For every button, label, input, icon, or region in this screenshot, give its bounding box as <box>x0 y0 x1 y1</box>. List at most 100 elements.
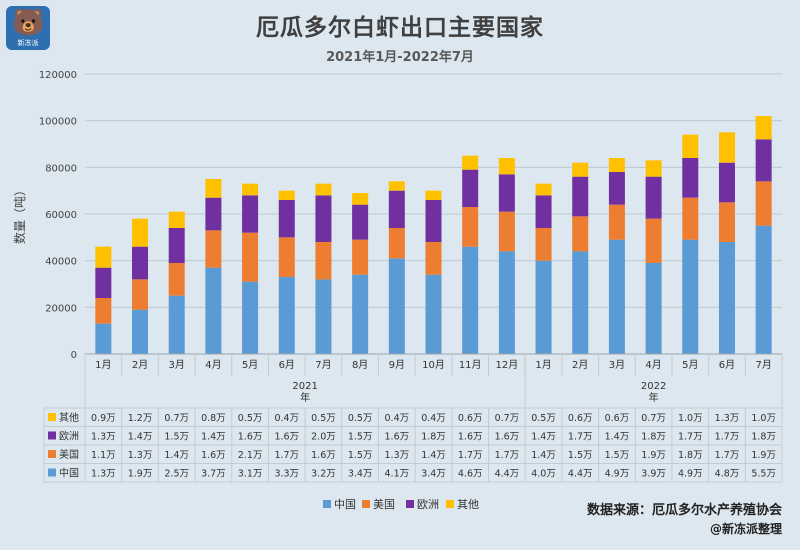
y-tick-label: 40000 <box>45 257 77 268</box>
x-tick-label: 7月 <box>315 359 331 371</box>
table-series-name: 欧洲 <box>59 431 79 443</box>
table-cell-value: 1.7万 <box>568 432 593 443</box>
bar-segment-欧洲 <box>572 176 589 217</box>
table-legend-key <box>48 431 56 440</box>
bar-segment-欧洲 <box>205 197 222 231</box>
x-tick-label: 11月 <box>459 359 482 371</box>
bar-segment-欧洲 <box>132 246 149 280</box>
bar-segment-其他 <box>718 132 735 163</box>
bar-segment-其他 <box>608 158 625 172</box>
table-cell-value: 1.4万 <box>605 432 630 443</box>
bar-segment-其他 <box>95 246 112 268</box>
x-tick-label: 6月 <box>719 359 735 371</box>
bar-segment-其他 <box>278 190 295 200</box>
table-cell-value: 1.5万 <box>348 450 373 461</box>
year-group-suffix: 年 <box>300 391 310 404</box>
bar-segment-欧洲 <box>755 139 772 182</box>
bar-segment-美国 <box>682 197 699 240</box>
bar-segment-美国 <box>718 202 735 242</box>
table-cell-value: 4.4万 <box>495 469 520 480</box>
bar-segment-中国 <box>682 239 699 354</box>
bar-segment-中国 <box>535 260 552 354</box>
table-cell-value: 1.0万 <box>678 413 703 424</box>
table-cell-value: 0.6万 <box>605 413 630 424</box>
bar-segment-其他 <box>388 181 405 191</box>
y-axis-label: 数量（吨） <box>12 184 27 244</box>
table-cell-value: 1.3万 <box>91 432 116 443</box>
bar-segment-中国 <box>572 251 589 354</box>
table-cell-value: 2.5万 <box>164 469 189 480</box>
bar-segment-中国 <box>388 258 405 354</box>
table-cell-value: 0.5万 <box>311 413 336 424</box>
table-cell-value: 1.4万 <box>164 450 189 461</box>
x-tick-label: 3月 <box>169 359 185 371</box>
bar-segment-美国 <box>315 242 332 280</box>
table-cell-value: 4.1万 <box>385 469 410 480</box>
x-tick-label: 2月 <box>572 359 588 371</box>
bar-segment-美国 <box>755 181 772 226</box>
table-cell-value: 3.1万 <box>238 469 263 480</box>
table-cell-value: 5.5万 <box>751 469 776 480</box>
table-cell-value: 0.7万 <box>164 413 189 424</box>
y-tick-label: 100000 <box>39 117 77 128</box>
table-cell-value: 0.4万 <box>385 413 410 424</box>
table-cell-value: 1.6万 <box>311 450 336 461</box>
table-cell-value: 4.0万 <box>531 469 556 480</box>
table-cell-value: 3.7万 <box>201 469 226 480</box>
x-tick-label: 6月 <box>279 359 295 371</box>
table-cell-value: 0.6万 <box>568 413 593 424</box>
bar-segment-欧洲 <box>242 195 259 233</box>
chart-title: 厄瓜多尔白虾出口主要国家 <box>256 15 544 41</box>
legend-swatch <box>406 500 414 508</box>
bar-segment-其他 <box>682 134 699 158</box>
legend-swatch <box>323 500 331 508</box>
bar-segment-其他 <box>498 158 515 175</box>
bar-segment-中国 <box>608 239 625 354</box>
table-cell-value: 1.3万 <box>715 413 740 424</box>
y-tick-label: 80000 <box>45 163 77 174</box>
x-tick-label: 1月 <box>95 359 111 371</box>
table-cell-value: 4.4万 <box>568 469 593 480</box>
table-cell-value: 1.7万 <box>715 432 740 443</box>
x-tick-label: 5月 <box>682 359 698 371</box>
bar-segment-中国 <box>645 263 662 354</box>
table-cell-value: 3.4万 <box>348 469 373 480</box>
x-tick-label: 2月 <box>132 359 148 371</box>
table-cell-value: 1.4万 <box>128 432 153 443</box>
x-tick-label: 8月 <box>352 359 368 371</box>
table-cell-value: 1.6万 <box>238 432 263 443</box>
table-cell-value: 1.0万 <box>751 413 776 424</box>
bar-segment-中国 <box>315 279 332 354</box>
bar-segment-其他 <box>168 211 185 228</box>
x-tick-label: 12月 <box>496 359 519 371</box>
bar-segment-欧洲 <box>718 162 735 203</box>
table-cell-value: 1.6万 <box>201 450 226 461</box>
table-cell-value: 0.7万 <box>641 413 666 424</box>
author-text: @新冻派整理 <box>709 522 782 536</box>
x-tick-label: 4月 <box>205 359 221 371</box>
table-cell-value: 1.4万 <box>201 432 226 443</box>
bar-segment-中国 <box>95 323 112 354</box>
bar-segment-其他 <box>645 160 662 177</box>
x-tick-label: 4月 <box>645 359 661 371</box>
bar-segment-欧洲 <box>682 158 699 198</box>
bar-segment-美国 <box>352 239 369 275</box>
bar-segment-美国 <box>388 228 405 259</box>
bar-segment-欧洲 <box>278 200 295 238</box>
bar-segment-其他 <box>535 183 552 196</box>
bar-segment-中国 <box>205 267 222 354</box>
table-legend-key <box>48 450 56 458</box>
table-cell-value: 2.0万 <box>311 432 336 443</box>
bar-segment-美国 <box>132 279 149 310</box>
bar-segment-美国 <box>95 298 112 324</box>
bar-segment-美国 <box>572 216 589 252</box>
table-cell-value: 1.7万 <box>678 432 703 443</box>
legend-label: 中国 <box>334 498 356 511</box>
x-tick-label: 1月 <box>535 359 551 371</box>
bar-segment-其他 <box>242 183 259 196</box>
bar-segment-中国 <box>352 274 369 354</box>
table-cell-value: 3.4万 <box>421 469 446 480</box>
bar-segment-欧洲 <box>462 169 479 207</box>
table-cell-value: 3.3万 <box>274 469 299 480</box>
